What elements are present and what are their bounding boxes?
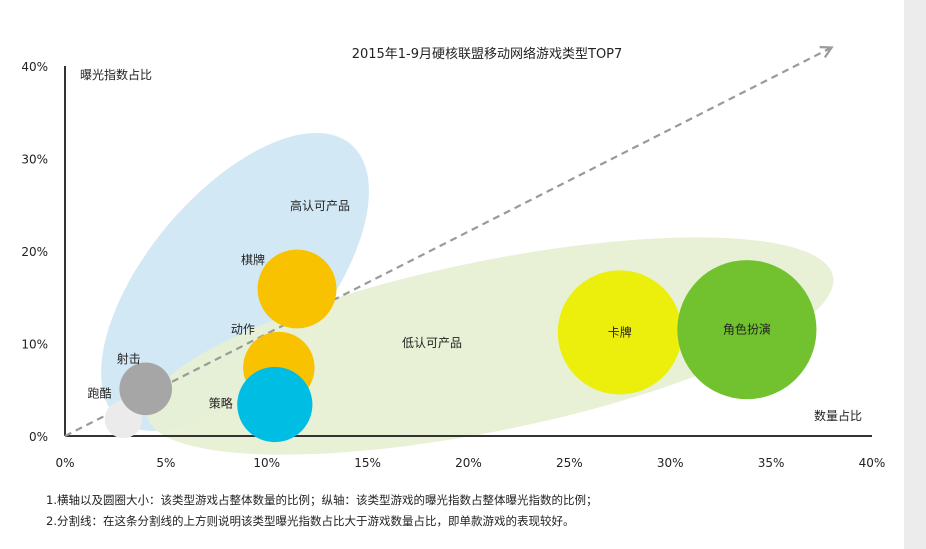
x-tick-label: 15% <box>354 456 381 470</box>
x-tick-label: 25% <box>556 456 583 470</box>
y-tick-label: 30% <box>21 153 48 167</box>
bubble-棋牌 <box>257 249 337 329</box>
x-axis-title: 数量占比 <box>814 408 862 423</box>
bubble-角色扮演 <box>677 260 817 400</box>
region-label: 低认可产品 <box>402 336 462 350</box>
region-label: 高认可产品 <box>290 198 350 213</box>
chart-notes: 1.横轴以及圆圈大小：该类型游戏占整体数量的比例；纵轴：该类型游戏的曝光指数占整… <box>46 490 597 532</box>
y-axis-title: 曝光指数占比 <box>80 67 152 82</box>
x-tick-label: 20% <box>455 456 482 470</box>
bubble-策略 <box>237 366 313 443</box>
x-tick-label: 30% <box>657 456 684 470</box>
x-tick-label: 35% <box>758 456 785 470</box>
x-tick-label: 5% <box>156 456 175 470</box>
bubble-label: 跑酷 <box>87 386 111 400</box>
y-tick-label: 40% <box>21 60 48 74</box>
y-tick-label: 0% <box>29 430 48 444</box>
bubble-label: 棋牌 <box>241 253 265 267</box>
note-line-2: 2.分割线：在这条分割线的上方则说明该类型曝光指数占比大于游戏数量占比，即单款游… <box>46 514 575 528</box>
region-shape <box>101 132 369 432</box>
x-tick-label: 40% <box>859 456 886 470</box>
bubble-label: 射击 <box>117 351 141 366</box>
bubble-label: 策略 <box>209 396 233 411</box>
bubble-label: 卡牌 <box>608 325 632 339</box>
divider-arrowhead <box>819 46 834 59</box>
bubble-射击 <box>119 362 173 416</box>
x-tick-label: 10% <box>253 456 280 470</box>
bubble-label: 角色扮演 <box>723 322 771 337</box>
y-tick-label: 10% <box>21 338 48 352</box>
x-tick-label: 0% <box>55 456 74 470</box>
note-line-1: 1.横轴以及圆圈大小：该类型游戏占整体数量的比例；纵轴：该类型游戏的曝光指数占整… <box>46 493 598 507</box>
bubble-卡牌 <box>557 270 682 395</box>
y-tick-label: 20% <box>21 245 48 259</box>
bubble-label: 动作 <box>231 323 255 337</box>
chart-title: 2015年1-9月硬核联盟移动网络游戏类型TOP7 <box>352 46 623 62</box>
page-edge-shade <box>904 0 926 549</box>
